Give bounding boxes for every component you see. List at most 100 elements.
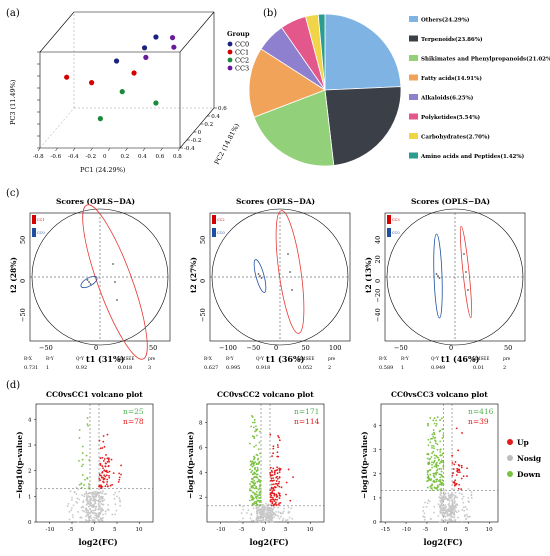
point-nosig	[93, 499, 96, 502]
point-down	[80, 482, 83, 485]
point-nosig	[101, 517, 104, 519]
point-nosig	[92, 506, 95, 509]
volcano-legend-label: Up	[517, 438, 529, 447]
point-up	[271, 491, 273, 494]
point-down	[250, 464, 253, 466]
point-up	[277, 455, 280, 458]
point-down	[432, 445, 435, 447]
point-nosig	[282, 517, 285, 520]
point-up	[276, 466, 278, 469]
point-up	[106, 483, 108, 486]
point-up	[277, 435, 279, 437]
point-up	[99, 474, 101, 477]
point-up	[276, 472, 279, 475]
point-up	[272, 447, 275, 450]
opls-point	[465, 271, 467, 273]
point-down	[434, 487, 437, 490]
point-down	[435, 469, 438, 472]
point-nosig	[112, 493, 115, 496]
point-down	[426, 486, 429, 489]
opls-legend-swatch	[387, 228, 391, 237]
point-nosig	[464, 515, 466, 518]
point-nosig	[94, 514, 97, 516]
point-nosig	[462, 501, 465, 504]
point-up	[460, 477, 463, 480]
volcano-y-tick-label: 0	[28, 520, 32, 526]
x-axis-label: PC1 (24.29%)	[80, 166, 126, 174]
point-up	[270, 504, 273, 507]
point-nosig	[271, 520, 274, 523]
point-nosig	[440, 509, 443, 511]
point-nosig	[457, 516, 459, 519]
opls-stat-header: Q²Y	[76, 356, 84, 361]
point-nosig	[105, 492, 108, 495]
point-down	[428, 477, 430, 480]
point-nosig	[267, 513, 269, 515]
point-up	[98, 485, 100, 488]
volcano-x-tick-label: 5	[113, 527, 117, 533]
opls-point	[260, 277, 263, 279]
point-nosig	[263, 504, 265, 507]
point-nosig	[93, 516, 95, 519]
point-nosig	[99, 500, 102, 503]
opls-stat-header: RMSEE	[473, 356, 489, 361]
point-up	[103, 458, 106, 460]
point-up	[102, 481, 105, 484]
point-nosig	[278, 517, 281, 520]
down-count: n=171	[294, 407, 319, 416]
point-nosig	[72, 504, 75, 507]
opls-stat-header: pre	[328, 356, 336, 361]
point-down	[441, 452, 444, 455]
point-up	[285, 493, 287, 496]
point-nosig	[422, 510, 425, 512]
point-down	[427, 462, 429, 465]
point-nosig	[86, 496, 89, 499]
point-nosig	[448, 510, 451, 513]
x-tick	[160, 147, 163, 152]
point-up	[270, 479, 272, 482]
point-up	[274, 482, 277, 485]
point-up	[270, 486, 273, 489]
point-nosig	[447, 498, 450, 500]
y-tick-label: 0.6	[218, 106, 227, 112]
opls-point	[289, 271, 291, 273]
point-nosig	[89, 492, 92, 495]
point-nosig	[238, 503, 241, 506]
point-down	[257, 458, 259, 461]
point-nosig	[452, 513, 455, 516]
point-nosig	[66, 505, 69, 508]
point-down	[78, 437, 81, 439]
point-nosig	[93, 519, 96, 522]
point-nosig	[454, 510, 457, 512]
point-nosig	[89, 508, 92, 511]
point-nosig	[455, 503, 458, 506]
opls-point	[259, 275, 261, 277]
opls-stat-header: RMSEE	[118, 356, 134, 361]
point-down	[258, 496, 260, 499]
pca-point-cc1	[64, 74, 70, 80]
x-tick	[125, 147, 128, 152]
point-nosig	[465, 513, 468, 516]
opls-ellipse-treatment	[459, 225, 473, 319]
point-nosig	[463, 509, 466, 512]
point-nosig	[444, 506, 447, 509]
point-nosig	[261, 513, 263, 516]
point-nosig	[423, 512, 426, 515]
point-nosig	[114, 513, 116, 516]
point-nosig	[273, 511, 275, 514]
pie-legend-swatch	[409, 94, 418, 100]
point-nosig	[257, 508, 259, 511]
point-nosig	[454, 492, 457, 494]
point-down	[252, 476, 255, 479]
point-down	[439, 479, 442, 481]
point-nosig	[272, 514, 275, 516]
point-nosig	[100, 507, 103, 510]
opls-stat-header: R²X	[24, 356, 32, 361]
y-tick-label: -0.2	[191, 138, 202, 144]
point-up	[118, 472, 121, 475]
point-nosig	[97, 502, 100, 504]
point-down	[252, 464, 255, 467]
point-nosig	[454, 496, 457, 499]
point-nosig	[282, 510, 285, 513]
point-down	[440, 461, 443, 464]
